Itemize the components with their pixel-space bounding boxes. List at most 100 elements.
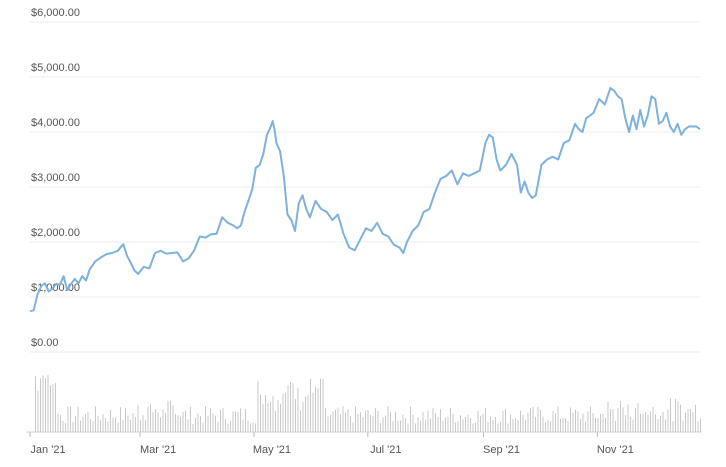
volume-bar (160, 417, 161, 432)
volume-bar (257, 381, 259, 432)
volume-bar (482, 414, 484, 432)
volume-bar (567, 421, 569, 432)
volume-bar (152, 412, 154, 432)
volume-bar (212, 413, 214, 432)
volume-bar (407, 423, 409, 432)
x-tick-label: Jul '21 (370, 444, 401, 456)
volume-bar (37, 390, 39, 432)
volume-bar (190, 406, 191, 432)
volume-bar (270, 401, 271, 432)
volume-bar (380, 423, 381, 432)
volume-bar (305, 396, 306, 432)
volume-bar (575, 409, 576, 432)
volume-bar (262, 403, 264, 432)
volume-bar (337, 407, 339, 432)
volume-bar (192, 423, 194, 432)
volume-bar (502, 410, 504, 432)
volume-bar (427, 410, 429, 432)
volume-bar (647, 414, 649, 432)
volume-bar (515, 417, 516, 432)
volume-bar (452, 413, 454, 432)
volume-bar (672, 421, 674, 432)
volume-bar (437, 416, 439, 432)
volume-bar (525, 419, 526, 432)
volume-bar (690, 409, 691, 432)
volume-bar (590, 406, 591, 432)
volume-bar (607, 401, 609, 432)
volume-bar (420, 420, 421, 432)
volume-bar (147, 406, 149, 432)
volume-bar (637, 403, 639, 432)
volume-bar (105, 418, 106, 432)
volume-bar (80, 420, 81, 432)
volume-bar (280, 403, 281, 432)
volume-bar (135, 416, 136, 432)
volume-bar (645, 412, 646, 432)
volume-bar (332, 411, 334, 432)
volume-bar (312, 392, 314, 432)
volume-bar (370, 415, 371, 432)
volume-bar (387, 406, 389, 432)
volume-bar (382, 417, 384, 432)
volume-bar (100, 419, 101, 432)
volume-bar (495, 417, 496, 432)
volume-bar (115, 417, 116, 432)
y-gridlines (30, 21, 700, 353)
volume-bar (652, 406, 654, 432)
volume-bar (145, 419, 146, 432)
volume-bar (632, 419, 634, 432)
volume-bar (357, 414, 359, 432)
volume-bar (170, 400, 171, 432)
volume-bar (175, 413, 176, 432)
volume-bar (132, 413, 134, 432)
volume-bar (122, 419, 124, 432)
price-series-line (29, 87, 701, 313)
volume-bar (535, 417, 536, 432)
volume-bar (335, 409, 336, 432)
volume-bar (475, 422, 476, 432)
volume-bar (177, 415, 179, 432)
volume-bar (640, 413, 641, 432)
volume-bar (155, 409, 156, 432)
volume-bar (440, 409, 441, 432)
volume-bar (207, 415, 209, 432)
volume-bar (282, 393, 284, 432)
volume-bar (222, 407, 224, 432)
volume-bar (417, 417, 419, 432)
volume-bar (142, 415, 144, 432)
volume-bar (432, 407, 434, 432)
volume-bar (517, 419, 519, 432)
volume-bar (60, 415, 61, 432)
volume-bar (275, 411, 276, 432)
volume-bar (285, 392, 286, 432)
volume-bar (342, 406, 344, 432)
volume-bar (117, 422, 119, 432)
volume-bar (330, 415, 331, 432)
volume-bar (77, 406, 79, 432)
volume-bar (295, 399, 296, 432)
volume-bar (597, 418, 599, 432)
volume-bar (540, 409, 541, 432)
volume-bar (467, 414, 469, 432)
volume-bar (232, 411, 234, 432)
volume-bar (362, 417, 364, 432)
volume-bar (355, 406, 356, 432)
volume-bar (537, 407, 539, 432)
volume-bar (677, 401, 679, 432)
volume-bar (137, 405, 139, 432)
volume-bar (157, 412, 159, 432)
volume-bar (377, 411, 379, 432)
volume-bar (227, 423, 229, 432)
volume-bar (230, 421, 231, 432)
volume-bar (627, 404, 629, 432)
x-tick-label: Sep '21 (483, 444, 520, 456)
y-tick-label: $5,000.00 (31, 62, 80, 74)
volume-bar (287, 385, 289, 432)
volume-bar (172, 405, 174, 432)
volume-bar (112, 417, 114, 432)
volume-bar (552, 411, 554, 432)
volume-bar (200, 416, 201, 432)
volume-bar (532, 406, 534, 432)
volume-bar (397, 421, 399, 432)
